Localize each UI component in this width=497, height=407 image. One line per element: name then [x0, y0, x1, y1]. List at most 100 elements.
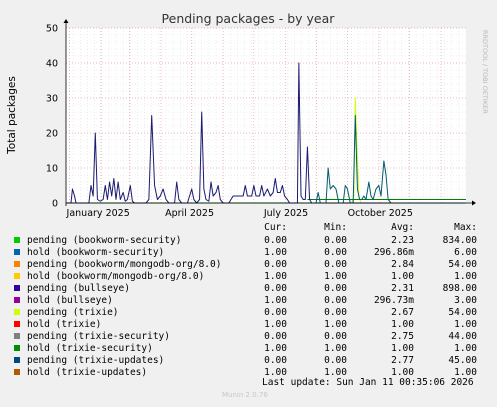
- last-update: Last update: Sun Jan 11 00:35:06 2026: [262, 377, 474, 388]
- chart-title: Pending packages - by year: [162, 11, 336, 26]
- axes: [63, 19, 476, 206]
- legend-value-avg: 2.23: [391, 235, 414, 246]
- legend-value-cur: 1.00: [264, 367, 287, 378]
- legend-row: pending (bookworm/mongodb-org/8.0) 0.00 0.…: [14, 259, 484, 270]
- legend-label: hold (trixie-security): [27, 343, 153, 354]
- legend-value-max: 1.00: [454, 343, 477, 354]
- legend-value-min: 1.00: [324, 271, 347, 282]
- legend-value-cur: 0.00: [264, 307, 287, 318]
- legend-value-max: 1.00: [454, 271, 477, 282]
- legend-value-cur: 0.00: [264, 283, 287, 294]
- x-tick-label: July 2025: [263, 208, 308, 219]
- legend-value-max: 898.00: [442, 283, 477, 294]
- legend-value-max: 45.00: [448, 355, 477, 366]
- legend-value-min: 1.00: [324, 343, 347, 354]
- legend-header-min: Min:: [324, 222, 347, 233]
- legend-value-min: 0.00: [324, 235, 347, 246]
- chart: Pending packages - by year Total package…: [6, 11, 489, 219]
- legend-value-max: 54.00: [448, 259, 477, 270]
- rrdtool-credit: RRDTOOL / TOBI OETIKER: [481, 30, 489, 114]
- legend-row: pending (bullseye) 0.00 0.00 2.31 898.00: [14, 283, 484, 294]
- legend-row: hold (bookworm/mongodb-org/8.0) 1.00 1.00 1…: [14, 271, 484, 282]
- legend-value-avg: 1.00: [391, 271, 414, 282]
- legend-value-max: 1.00: [454, 319, 477, 330]
- legend-value-min: 1.00: [324, 319, 347, 330]
- legend-label: hold (trixie): [27, 319, 102, 330]
- x-ticks: January 2025 April 2025 July 2025 October 2…: [66, 208, 413, 219]
- legend-row: hold (trixie-security) 1.00 1.00 1.00 1.00: [14, 343, 484, 354]
- legend-row: hold (bookworm-security) 1.00 0.00 296.86m 6…: [14, 247, 484, 258]
- y-tick-label: 30: [46, 94, 58, 105]
- legend-swatch: [14, 345, 20, 351]
- x-tick-label: January 2025: [66, 208, 130, 219]
- legend-label: pending (trixie): [27, 307, 119, 318]
- legend-value-max: 1.00: [454, 367, 477, 378]
- legend-swatch: [14, 261, 20, 267]
- legend-label: hold (trixie-updates): [27, 367, 148, 378]
- legend-swatch: [14, 273, 20, 279]
- y-tick-label: 40: [46, 59, 58, 70]
- legend-value-avg: 296.73m: [373, 295, 414, 306]
- legend-value-cur: 1.00: [264, 319, 287, 330]
- legend-label: hold (bookworm/mongodb-org/8.0): [27, 271, 205, 282]
- x-tick-label: April 2025: [165, 208, 214, 219]
- legend-value-min: 0.00: [324, 355, 347, 366]
- legend-header-cur: Cur:: [264, 222, 287, 233]
- legend-row: pending (trixie-security) 0.00 0.00 2.75 44.…: [14, 331, 484, 342]
- legend-label: pending (bullseye): [27, 283, 130, 294]
- legend-value-cur: 1.00: [264, 295, 287, 306]
- legend-value-cur: 1.00: [264, 271, 287, 282]
- grid: [66, 27, 466, 203]
- legend-row: pending (trixie-updates) 0.00 0.00 2.77 45.0…: [14, 355, 484, 366]
- legend-value-max: 54.00: [448, 307, 477, 318]
- legend-value-avg: 296.86m: [373, 247, 414, 258]
- legend-value-max: 3.00: [454, 295, 477, 306]
- legend-header-max: Max:: [454, 222, 477, 233]
- legend-swatch: [14, 237, 20, 243]
- legend-value-cur: 0.00: [264, 235, 287, 246]
- legend-swatch: [14, 369, 20, 375]
- legend-value-avg: 1.00: [391, 343, 414, 354]
- legend-value-min: 0.00: [324, 283, 347, 294]
- legend-value-min: 0.00: [324, 295, 347, 306]
- y-tick-label: 50: [46, 24, 58, 35]
- legend-label: pending (trixie-updates): [27, 355, 165, 366]
- legend-value-cur: 0.00: [264, 331, 287, 342]
- legend-value-avg: 1.00: [391, 319, 414, 330]
- legend-value-avg: 2.77: [391, 355, 414, 366]
- y-tick-label: 0: [52, 199, 58, 210]
- legend-header-avg: Avg:: [391, 222, 414, 233]
- legend-value-min: 1.00: [324, 367, 347, 378]
- legend-row: hold (trixie) 1.00 1.00 1.00 1.00: [14, 319, 484, 330]
- legend-label: hold (bookworm-security): [27, 247, 165, 258]
- legend-swatch: [14, 297, 20, 303]
- legend-row: hold (bullseye) 1.00 0.00 296.73m 3.00: [14, 295, 484, 306]
- legend-swatch: [14, 321, 20, 327]
- legend-value-avg: 1.00: [391, 367, 414, 378]
- legend-swatch: [14, 249, 20, 255]
- legend-row: pending (bookworm-security) 0.00 0.00 2.23 8…: [14, 235, 484, 246]
- legend-value-avg: 2.67: [391, 307, 414, 318]
- legend-swatch: [14, 357, 20, 363]
- legend-row: hold (trixie-updates) 1.00 1.00 1.00 1.00: [14, 367, 484, 378]
- y-axis-arrow: [63, 19, 69, 23]
- legend-label: hold (bullseye): [27, 295, 113, 306]
- y-axis-label: Total packages: [6, 76, 18, 155]
- legend-value-avg: 2.84: [391, 259, 414, 270]
- legend-value-min: 0.00: [324, 331, 347, 342]
- legend-swatch: [14, 285, 20, 291]
- y-ticks: 0 10 20 30 40 50: [46, 24, 58, 210]
- legend-swatch: [14, 309, 20, 315]
- legend-value-max: 6.00: [454, 247, 477, 258]
- legend-label: pending (bookworm-security): [27, 235, 182, 246]
- y-tick-label: 20: [46, 129, 58, 140]
- legend-value-min: 0.00: [324, 259, 347, 270]
- legend-value-cur: 0.00: [264, 259, 287, 270]
- legend-label: pending (bookworm/mongodb-org/8.0): [27, 259, 222, 270]
- legend-value-cur: 1.00: [264, 343, 287, 354]
- munin-version: Munin 2.0.76: [222, 391, 268, 399]
- legend-value-max: 834.00: [442, 235, 477, 246]
- legend-value-avg: 2.31: [391, 283, 414, 294]
- legend-value-max: 44.00: [448, 331, 477, 342]
- legend-value-min: 0.00: [324, 247, 347, 258]
